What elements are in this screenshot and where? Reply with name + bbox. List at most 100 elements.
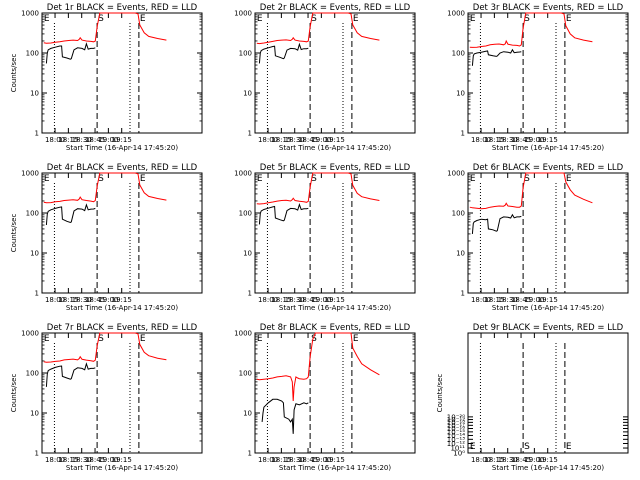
y-tick-label: 10 [30, 90, 39, 98]
events-rate-line [258, 203, 309, 225]
x-axis-label: Start Time (16-Apr-14 17:45:20) [492, 464, 604, 472]
y-axis-label: Counts/sec [436, 374, 444, 413]
y-tick-label: 1 [461, 290, 465, 298]
event-marker: S [311, 174, 317, 184]
plot-frame [41, 332, 203, 454]
x-tick-label: 19:15 [112, 456, 132, 464]
x-tick-label: 18:15 [484, 136, 504, 144]
x-tick-label: 18:30 [72, 136, 92, 144]
x-axis-label: Start Time (16-Apr-14 17:45:20) [66, 304, 178, 312]
x-axis-label: Start Time (16-Apr-14 17:45:20) [492, 144, 604, 152]
plot-frame [41, 172, 203, 294]
plot-frame [467, 172, 629, 294]
y-tick-label: 1000 [447, 10, 465, 18]
y-axis-label: Counts/sec [10, 214, 18, 253]
y-tick-label: 10 [243, 410, 252, 418]
x-tick-label: 18:45 [85, 296, 105, 304]
event-marker: E [566, 174, 572, 184]
x-tick-label: 19:15 [112, 136, 132, 144]
x-tick-label: 19:15 [325, 456, 345, 464]
lld-rate-line [43, 12, 167, 44]
x-axis-label: Start Time (16-Apr-14 17:45:20) [492, 304, 604, 312]
events-rate-line [258, 42, 309, 64]
x-tick-label: 18:15 [484, 456, 504, 464]
event-marker: E [44, 334, 50, 344]
x-tick-label: 18:30 [498, 136, 518, 144]
event-marker: S [98, 174, 104, 184]
y-tick-label: 100 [452, 210, 465, 218]
panel-title: Det 4r BLACK = Events, RED = LLD [47, 163, 198, 173]
x-tick-label: 19:15 [112, 296, 132, 304]
x-tick-label: 18:00 [471, 296, 491, 304]
x-tick-label: 19:00 [98, 456, 118, 464]
event-marker: S [311, 14, 317, 24]
plot-frame [254, 12, 416, 134]
plot-frame [467, 332, 629, 454]
y-tick-label: 100 [26, 210, 39, 218]
x-tick-label: 19:00 [311, 296, 331, 304]
event-marker: E [470, 14, 476, 24]
x-tick-label: 18:30 [285, 296, 305, 304]
y-tick-label: 100 [239, 50, 252, 58]
x-tick-label: 18:30 [498, 296, 518, 304]
x-tick-label: 19:15 [538, 456, 558, 464]
y-tick-label: 10 [30, 410, 39, 418]
x-tick-label: 19:00 [98, 136, 118, 144]
y-tick-label: 1 [35, 450, 39, 458]
event-marker: S [311, 334, 317, 344]
y-tick-label: 1000 [21, 170, 39, 178]
y-tick-label: 1 [248, 130, 252, 138]
x-tick-label: 18:15 [484, 296, 504, 304]
x-axis-label: Start Time (16-Apr-14 17:45:20) [279, 304, 391, 312]
panel-title: Det 3r BLACK = Events, RED = LLD [473, 3, 624, 13]
y-tick-label: 1 [461, 130, 465, 138]
y-tick-label: 10 [456, 90, 465, 98]
event-marker: E [353, 14, 359, 24]
lld-rate-line [43, 172, 167, 204]
lld-rate-line [256, 12, 380, 45]
x-tick-label: 18:15 [58, 456, 78, 464]
panel-title: Det 8r BLACK = Events, RED = LLD [260, 323, 411, 333]
x-tick-label: 19:00 [311, 136, 331, 144]
event-marker: S [524, 442, 530, 452]
x-tick-label: 18:15 [58, 296, 78, 304]
events-rate-line [261, 398, 309, 434]
x-tick-label: 18:30 [72, 456, 92, 464]
x-tick-label: 18:00 [471, 456, 491, 464]
y-tick-label: 10 [30, 250, 39, 258]
x-tick-label: 19:00 [524, 456, 544, 464]
lld-rate-line [256, 332, 380, 402]
x-axis-label: Start Time (16-Apr-14 17:45:20) [66, 144, 178, 152]
x-tick-label: 18:45 [511, 136, 531, 144]
x-tick-label: 18:45 [85, 136, 105, 144]
y-tick-label: 10⁻¹³ [447, 436, 465, 444]
x-tick-label: 18:00 [471, 136, 491, 144]
y-tick-label: 10⁻¹⁹ [447, 416, 465, 424]
event-marker: S [524, 174, 530, 184]
x-tick-label: 18:15 [271, 456, 291, 464]
lld-rate-line [43, 332, 167, 363]
y-tick-label: 10⁻²⁰ [447, 413, 465, 421]
lld-rate-line [469, 12, 593, 48]
event-marker: E [140, 334, 146, 344]
x-tick-label: 18:00 [258, 136, 278, 144]
y-tick-label: 1000 [21, 330, 39, 338]
events-rate-line [471, 213, 522, 234]
x-tick-label: 18:45 [298, 136, 318, 144]
plot-frame [254, 332, 416, 454]
y-tick-label: 1000 [21, 10, 39, 18]
y-axis-label: Counts/sec [10, 54, 18, 93]
event-marker: E [353, 334, 359, 344]
y-tick-label: 10 [243, 250, 252, 258]
event-marker: E [566, 442, 572, 452]
y-tick-label: 10⁻¹⁷ [447, 422, 465, 430]
y-tick-label: 10⁻¹⁵ [447, 428, 465, 436]
x-tick-label: 18:45 [298, 456, 318, 464]
y-tick-label: 1000 [234, 330, 252, 338]
panel-title: Det 1r BLACK = Events, RED = LLD [47, 3, 198, 13]
x-tick-label: 19:15 [325, 296, 345, 304]
plot-frame [467, 12, 629, 134]
event-marker: E [44, 174, 50, 184]
y-tick-label: 1000 [234, 170, 252, 178]
plot-frame [254, 172, 416, 294]
